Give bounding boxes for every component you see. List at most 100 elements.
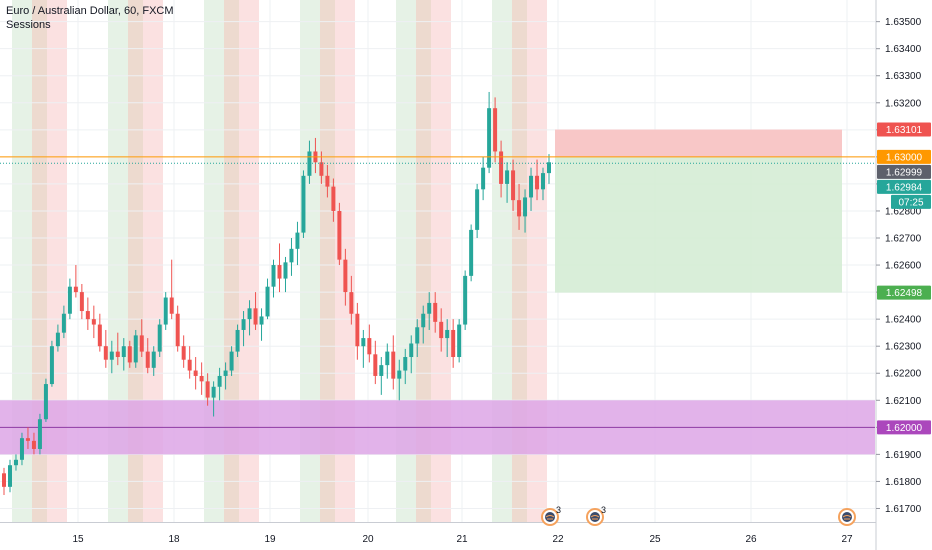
candle-body[interactable] (7, 465, 12, 487)
candle-body[interactable] (541, 173, 546, 190)
candle-body[interactable] (199, 375, 204, 382)
candle[interactable] (49, 340, 54, 387)
candle[interactable] (169, 259, 174, 320)
candle-body[interactable] (415, 327, 420, 344)
candle-body[interactable] (2, 473, 6, 487)
candle-body[interactable] (475, 189, 480, 230)
candle[interactable] (451, 319, 456, 368)
candle[interactable] (445, 319, 450, 358)
candle[interactable] (289, 238, 294, 276)
candle[interactable] (295, 221, 300, 266)
candle[interactable] (433, 292, 438, 333)
candle[interactable] (115, 332, 120, 366)
candle[interactable] (259, 308, 264, 341)
candle[interactable] (499, 140, 504, 198)
candle-body[interactable] (97, 324, 102, 347)
candle[interactable] (331, 178, 336, 222)
candle-body[interactable] (247, 308, 252, 320)
candle[interactable] (337, 202, 342, 266)
indicator-label-sessions[interactable]: Sessions (6, 19, 51, 31)
economic-event-icon[interactable] (838, 508, 856, 526)
candle-body[interactable] (241, 319, 246, 330)
drawing-zones[interactable] (0, 129, 875, 455)
candle-body[interactable] (487, 108, 492, 168)
candle-body[interactable] (355, 313, 360, 347)
candle-body[interactable] (283, 262, 288, 279)
candle-body[interactable] (397, 370, 402, 379)
candle[interactable] (547, 154, 551, 184)
candle-body[interactable] (511, 170, 516, 201)
candle-body[interactable] (217, 375, 222, 387)
candle[interactable] (277, 243, 282, 293)
candle-body[interactable] (169, 297, 174, 314)
economic-event-icon[interactable]: 3 (586, 505, 606, 526)
symbol-title[interactable]: Euro / Australian Dollar, 60, FXCM (6, 5, 174, 17)
candle[interactable] (463, 270, 468, 330)
candle[interactable] (355, 302, 360, 360)
take-profit-zone[interactable] (555, 156, 842, 293)
candle[interactable] (235, 324, 240, 358)
candle-body[interactable] (325, 175, 330, 187)
candle-body[interactable] (109, 351, 114, 360)
candle-body[interactable] (445, 329, 450, 339)
candle[interactable] (373, 340, 378, 385)
candle[interactable] (421, 305, 426, 344)
candle-body[interactable] (229, 351, 234, 371)
candle-body[interactable] (127, 346, 132, 363)
candle[interactable] (175, 305, 180, 352)
candle-body[interactable] (37, 419, 42, 449)
candle[interactable] (517, 183, 522, 230)
candle-body[interactable] (25, 438, 30, 441)
candle-body[interactable] (145, 351, 150, 368)
candle[interactable] (145, 338, 150, 374)
candle-body[interactable] (289, 248, 294, 263)
candle-body[interactable] (187, 359, 192, 371)
candle[interactable] (211, 381, 216, 417)
candle[interactable] (43, 378, 48, 422)
candle-body[interactable] (67, 286, 72, 314)
candle[interactable] (427, 292, 432, 330)
candle[interactable] (253, 292, 258, 330)
candle[interactable] (265, 278, 270, 320)
candle-body[interactable] (181, 346, 186, 360)
candle-body[interactable] (361, 338, 366, 347)
candle-body[interactable] (385, 351, 390, 366)
candle-body[interactable] (163, 297, 168, 325)
candle[interactable] (193, 357, 198, 390)
candle-body[interactable] (43, 384, 48, 420)
candle-body[interactable] (301, 175, 306, 233)
candle[interactable] (457, 319, 462, 363)
candle[interactable] (19, 432, 24, 466)
candle[interactable] (493, 97, 498, 163)
candle[interactable] (397, 359, 402, 401)
candle-body[interactable] (493, 108, 498, 152)
candle[interactable] (127, 340, 132, 368)
candle-body[interactable] (463, 275, 468, 325)
candle[interactable] (205, 373, 210, 406)
candle[interactable] (37, 413, 42, 455)
candle-body[interactable] (523, 197, 528, 217)
candle-body[interactable] (373, 354, 378, 376)
candle-body[interactable] (409, 343, 414, 358)
candle-body[interactable] (139, 335, 144, 352)
candle-body[interactable] (211, 386, 216, 398)
candle-body[interactable] (235, 329, 240, 352)
candle[interactable] (79, 283, 84, 320)
candle[interactable] (67, 278, 72, 320)
candle[interactable] (61, 305, 66, 339)
candle[interactable] (103, 329, 108, 368)
candle[interactable] (505, 162, 510, 203)
candle[interactable] (25, 427, 30, 449)
candle[interactable] (133, 329, 138, 368)
stop-loss-zone[interactable] (555, 129, 842, 157)
candle[interactable] (181, 335, 186, 368)
candle[interactable] (223, 362, 228, 390)
candle[interactable] (139, 319, 144, 358)
candle[interactable] (31, 432, 36, 455)
candle-body[interactable] (349, 292, 354, 314)
candle-body[interactable] (451, 329, 456, 358)
candle-body[interactable] (259, 316, 264, 325)
candle[interactable] (391, 335, 396, 390)
